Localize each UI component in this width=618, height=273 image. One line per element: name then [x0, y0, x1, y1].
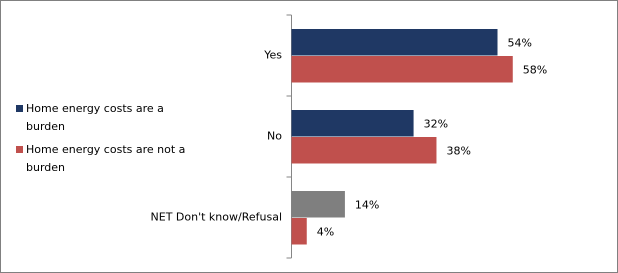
bar	[291, 110, 414, 137]
data-label: 32%	[424, 117, 448, 130]
y-tick-label: No	[267, 130, 282, 143]
y-tick-label: NET Don't know/Refusal	[151, 211, 282, 224]
bar	[291, 56, 513, 83]
bar	[291, 29, 498, 56]
legend-item: Home energy costs are not a burden	[16, 141, 201, 177]
data-label: 38%	[446, 144, 470, 157]
legend-item: Home energy costs are a burden	[16, 100, 201, 136]
legend-label: Home energy costs are a burden	[26, 102, 164, 133]
legend-label: Home energy costs are not a burden	[26, 143, 186, 174]
data-label: 54%	[508, 36, 532, 49]
data-label: 58%	[523, 63, 547, 76]
bar	[291, 137, 437, 164]
bar	[291, 218, 307, 245]
y-tick-label: Yes	[263, 49, 282, 62]
data-label: 14%	[355, 198, 379, 211]
data-label: 4%	[317, 225, 334, 238]
legend-swatch	[16, 146, 23, 153]
legend-swatch	[16, 105, 23, 112]
bar	[291, 191, 345, 218]
